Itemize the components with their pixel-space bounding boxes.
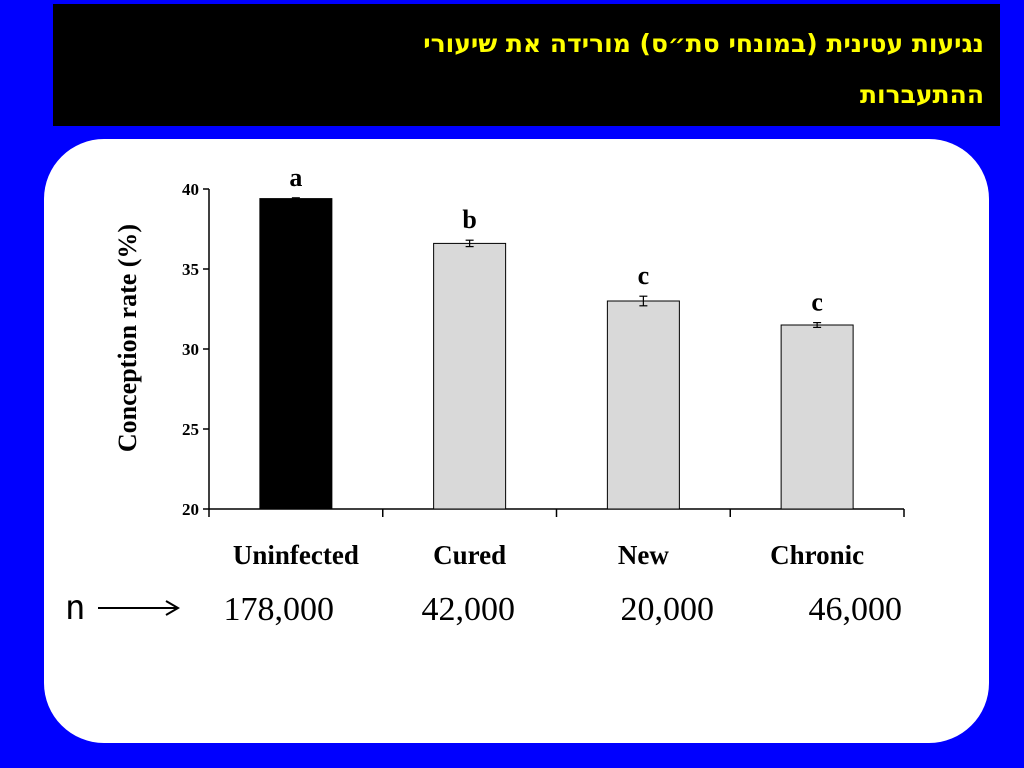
category-label: Chronic <box>770 540 864 570</box>
category-label: Cured <box>433 540 506 570</box>
significance-letter: b <box>462 205 476 234</box>
y-axis-label: Conception rate (%) <box>113 224 142 452</box>
significance-letter: c <box>811 288 823 317</box>
bar-uninfected <box>259 198 333 510</box>
bar-chronic <box>780 324 854 510</box>
slide-title-line2: ההתעברות <box>859 80 984 109</box>
y-tick-label: 40 <box>182 180 199 199</box>
y-tick-label: 30 <box>182 340 199 359</box>
y-tick-label: 35 <box>182 260 199 279</box>
significance-letter: a <box>289 163 302 192</box>
title-bar: נגיעות עטינית (במונחי סת״ס) מורידה את שי… <box>53 4 1000 126</box>
category-label: New <box>618 540 669 570</box>
bar-cured <box>433 242 507 510</box>
y-tick-label: 25 <box>182 420 199 439</box>
category-label: Uninfected <box>233 540 359 570</box>
slide-title-line1: נגיעות עטינית (במונחי סת״ס) מורידה את שי… <box>423 29 984 58</box>
significance-letter: c <box>638 261 650 290</box>
y-tick-label: 20 <box>182 500 199 519</box>
bar-new <box>606 300 680 510</box>
